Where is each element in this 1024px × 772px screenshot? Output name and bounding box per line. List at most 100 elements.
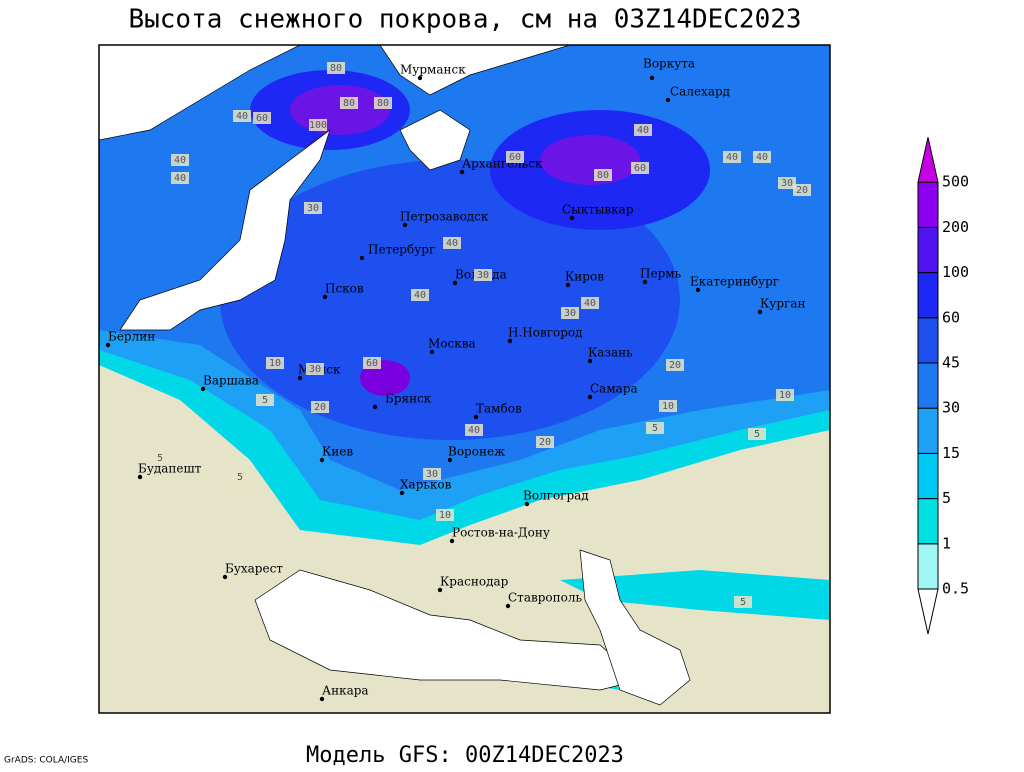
contour-label-bg [436, 509, 454, 521]
contour-label-bg [723, 151, 741, 163]
contour-label-bg [646, 422, 664, 434]
city-dot [417, 75, 423, 81]
city-dot [359, 255, 365, 261]
city-dot [372, 404, 378, 410]
colorbar-segment [917, 317, 939, 364]
city-dot [399, 490, 405, 496]
city-label: Петрозаводск [400, 210, 489, 224]
colorbar-segment [917, 362, 939, 409]
city-dot [569, 215, 575, 221]
contour-label: 5 [262, 395, 268, 406]
contour-label-bg [233, 110, 251, 122]
contour-label: 20 [314, 402, 326, 413]
contour-label-bg [634, 124, 652, 136]
contour-label-bg [231, 471, 249, 483]
contour-label: 20 [539, 437, 551, 448]
contour-label: 30 [426, 469, 438, 480]
city-dot [524, 501, 530, 507]
city-dot [222, 574, 228, 580]
colorbar-segment [917, 452, 939, 500]
city-dot [137, 474, 143, 480]
contour-label: 5 [237, 472, 243, 483]
contour-label: 80 [377, 98, 389, 109]
colorbar-label: 5 [942, 489, 951, 507]
contour-label-bg [171, 154, 189, 166]
contour-label: 40 [446, 238, 458, 249]
city-label: Киров [565, 270, 604, 284]
city-dot [297, 375, 303, 381]
colorbar-label: 1 [942, 534, 951, 552]
city-label: Берлин [108, 330, 155, 344]
city-label: Ставрополь [508, 591, 582, 605]
footer: Модель GFS: 00Z14DEC2023 [306, 743, 624, 768]
city-label: Салехард [670, 85, 730, 99]
contour-label: 10 [439, 510, 451, 521]
contour-label-bg [266, 357, 284, 369]
contour-label-bg [776, 389, 794, 401]
contour-label: 10 [662, 401, 674, 412]
city-dot [587, 358, 593, 364]
city-label: Екатеринбург [690, 275, 779, 289]
contour-label: 5 [740, 597, 746, 608]
city-dot [587, 394, 593, 400]
contour-label: 10 [269, 358, 281, 369]
city-label: Киев [322, 445, 353, 459]
colorbar-segment [917, 181, 939, 228]
contour-label: 80 [330, 63, 342, 74]
map: Мурманск Воркута Салехард Архангельск Петроз… [98, 44, 831, 714]
city-label: Москва [428, 337, 476, 351]
city-dot [757, 309, 763, 315]
city-label: Петербург [368, 243, 435, 257]
colorbar-segment [917, 498, 939, 545]
contour-label-bg [411, 289, 429, 301]
contour-label-bg [561, 307, 579, 319]
contour-label-bg [151, 452, 169, 464]
contour-label-bg [734, 596, 752, 608]
city-dot [105, 342, 111, 348]
city-label: Н.Новгород [508, 326, 583, 340]
contour-label: 40 [726, 152, 738, 163]
city-label: Воронеж [448, 445, 505, 459]
city-label: Сыктывкар [562, 203, 634, 217]
city-dot [319, 696, 325, 702]
contour-label-bg [536, 436, 554, 448]
colorbar-segment [917, 272, 939, 319]
contour-label: 80 [343, 98, 355, 109]
city-dot [449, 538, 455, 544]
contour-label-bg [465, 424, 483, 436]
contour-label: 5 [157, 453, 163, 464]
city-label: Мурманск [400, 63, 466, 77]
contour-label-bg [340, 97, 358, 109]
colorbar-segment [917, 226, 939, 274]
city-label: Харьков [400, 478, 452, 492]
city-dot [322, 294, 328, 300]
city-dot [507, 338, 513, 344]
contour-label-bg [327, 62, 345, 74]
city-label: Краснодар [440, 575, 509, 589]
contour-label: 30 [307, 203, 319, 214]
city-dot [565, 282, 571, 288]
contour-label-bg [506, 151, 524, 163]
colorbar-segment [917, 137, 939, 183]
contour-label-bg [306, 363, 324, 375]
city-dot [473, 414, 479, 420]
contour-label-bg [659, 400, 677, 412]
contour-label-bg [363, 357, 381, 369]
contour-label-bg [256, 394, 274, 406]
city-dot [200, 386, 206, 392]
colorbar-label: 60 [942, 308, 960, 326]
colorbar-label: 100 [942, 263, 969, 281]
colorbar-label: 0.5 [942, 580, 969, 598]
city-dot [429, 349, 435, 355]
contour-label-bg [253, 112, 271, 124]
contour-label-bg [304, 202, 322, 214]
contour-label: 60 [256, 113, 268, 124]
city-label: Самара [590, 382, 638, 396]
contour-label: 5 [652, 423, 658, 434]
contour-label-bg [311, 401, 329, 413]
city-dot [452, 280, 458, 286]
city-label: Тамбов [476, 402, 522, 416]
city-label: Будапешт [138, 462, 202, 476]
city-label: Казань [588, 346, 633, 360]
contour-label: 40 [756, 152, 768, 163]
